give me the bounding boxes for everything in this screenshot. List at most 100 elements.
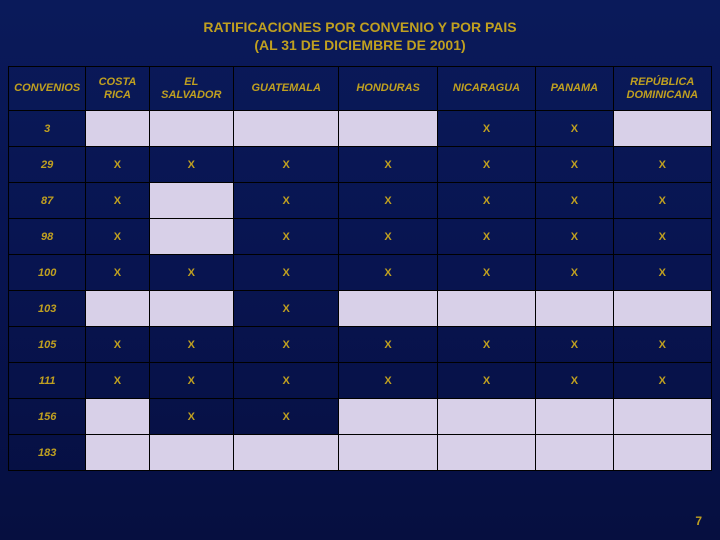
table-row: 156 XX [9, 399, 712, 435]
cell-pa [536, 435, 613, 471]
cell-hn: X [339, 147, 437, 183]
cell-hn: X [339, 363, 437, 399]
cell-cr [86, 111, 149, 147]
cell-es: X [149, 399, 233, 435]
cell-es [149, 183, 233, 219]
cell-cr: X [86, 363, 149, 399]
convenio-id: 103 [9, 291, 86, 327]
col-header-ni: NICARAGUA [437, 67, 535, 111]
cell-es: X [149, 327, 233, 363]
cell-cr: X [86, 183, 149, 219]
table-row: 103 X [9, 291, 712, 327]
cell-ni: X [437, 327, 535, 363]
cell-cr [86, 435, 149, 471]
table-container: CONVENIOSCOSTARICAELSALVADORGUATEMALAHON… [0, 66, 720, 471]
cell-pa [536, 399, 613, 435]
cell-pa [536, 291, 613, 327]
col-header-gt: GUATEMALA [233, 67, 338, 111]
convenio-id: 111 [9, 363, 86, 399]
cell-ni [437, 435, 535, 471]
col-header-es: ELSALVADOR [149, 67, 233, 111]
cell-cr: X [86, 255, 149, 291]
convenio-id: 105 [9, 327, 86, 363]
cell-gt: X [233, 183, 338, 219]
cell-gt: X [233, 219, 338, 255]
cell-gt: X [233, 399, 338, 435]
cell-rd: X [613, 327, 711, 363]
cell-es [149, 111, 233, 147]
table-row: 105XXXXXXX [9, 327, 712, 363]
cell-ni: X [437, 363, 535, 399]
cell-hn [339, 399, 437, 435]
cell-hn: X [339, 219, 437, 255]
convenio-id: 29 [9, 147, 86, 183]
cell-gt: X [233, 147, 338, 183]
cell-hn [339, 435, 437, 471]
cell-pa: X [536, 255, 613, 291]
cell-rd [613, 399, 711, 435]
cell-es: X [149, 363, 233, 399]
cell-rd: X [613, 219, 711, 255]
cell-pa: X [536, 183, 613, 219]
col-header-rd: REPÚBLICADOMINICANA [613, 67, 711, 111]
cell-rd: X [613, 363, 711, 399]
cell-pa: X [536, 111, 613, 147]
cell-gt [233, 111, 338, 147]
convenio-id: 3 [9, 111, 86, 147]
header-row: CONVENIOSCOSTARICAELSALVADORGUATEMALAHON… [9, 67, 712, 111]
cell-hn: X [339, 255, 437, 291]
cell-ni: X [437, 111, 535, 147]
cell-pa: X [536, 147, 613, 183]
table-row: 87XXXXXX [9, 183, 712, 219]
cell-es [149, 291, 233, 327]
cell-ni: X [437, 255, 535, 291]
title-line-2: (AL 31 DE DICIEMBRE DE 2001) [254, 37, 465, 53]
table-row: 98XXXXXX [9, 219, 712, 255]
cell-ni [437, 291, 535, 327]
cell-rd [613, 291, 711, 327]
cell-es [149, 435, 233, 471]
cell-es [149, 219, 233, 255]
col-header-cr: COSTARICA [86, 67, 149, 111]
convenio-id: 156 [9, 399, 86, 435]
convenio-id: 100 [9, 255, 86, 291]
cell-rd: X [613, 255, 711, 291]
cell-pa: X [536, 327, 613, 363]
convenio-id: 87 [9, 183, 86, 219]
cell-rd: X [613, 183, 711, 219]
table-row: 3 XX [9, 111, 712, 147]
cell-gt [233, 435, 338, 471]
cell-hn: X [339, 183, 437, 219]
title-line-1: RATIFICACIONES POR CONVENIO Y POR PAIS [203, 19, 516, 35]
cell-hn: X [339, 327, 437, 363]
cell-gt: X [233, 363, 338, 399]
cell-rd [613, 435, 711, 471]
ratifications-table: CONVENIOSCOSTARICAELSALVADORGUATEMALAHON… [8, 66, 712, 471]
col-header-hn: HONDURAS [339, 67, 437, 111]
cell-ni: X [437, 219, 535, 255]
table-row: 100XXXXXXX [9, 255, 712, 291]
cell-hn [339, 111, 437, 147]
col-header-pa: PANAMA [536, 67, 613, 111]
table-row: 183 [9, 435, 712, 471]
cell-ni: X [437, 147, 535, 183]
table-row: 111XXXXXXX [9, 363, 712, 399]
table-row: 29XXXXXXX [9, 147, 712, 183]
convenio-id: 183 [9, 435, 86, 471]
page-number: 7 [695, 514, 702, 528]
cell-cr: X [86, 219, 149, 255]
cell-rd [613, 111, 711, 147]
cell-es: X [149, 147, 233, 183]
cell-cr: X [86, 327, 149, 363]
table-header: CONVENIOSCOSTARICAELSALVADORGUATEMALAHON… [9, 67, 712, 111]
cell-rd: X [613, 147, 711, 183]
cell-pa: X [536, 363, 613, 399]
cell-gt: X [233, 255, 338, 291]
cell-gt: X [233, 291, 338, 327]
page-title: RATIFICACIONES POR CONVENIO Y POR PAIS (… [0, 0, 720, 66]
col-header-conv: CONVENIOS [9, 67, 86, 111]
cell-gt: X [233, 327, 338, 363]
cell-es: X [149, 255, 233, 291]
cell-cr: X [86, 147, 149, 183]
cell-cr [86, 291, 149, 327]
